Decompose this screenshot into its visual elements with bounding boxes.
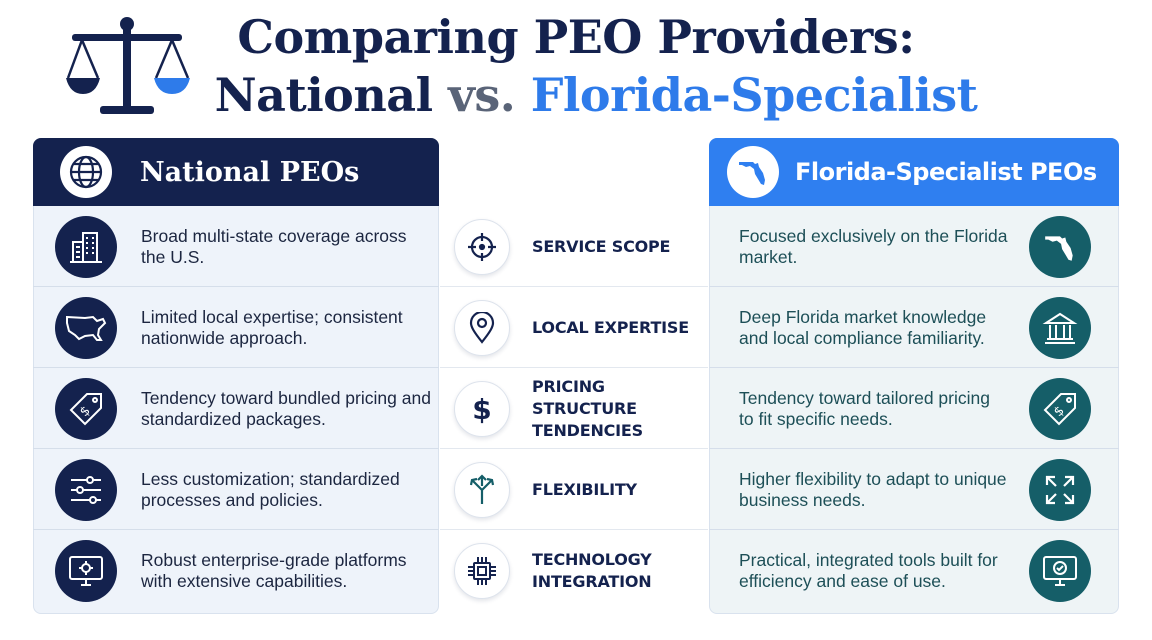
florida-header: Florida-Specialist PEOs	[709, 138, 1119, 206]
monitor-check-icon	[1029, 540, 1091, 602]
title-line-2: National vs. Florida-Specialist	[0, 66, 1152, 124]
florida-map-icon	[1029, 215, 1091, 278]
national-row: Robust enterprise-grade platforms with e…	[33, 531, 439, 611]
national-description: Less customization; standardized process…	[141, 468, 400, 510]
category-label: TECHNOLOGY INTEGRATION	[532, 550, 652, 591]
category-label: FLEXIBILITY	[532, 479, 637, 499]
national-row: $ Tendency toward bundled pricing and st…	[33, 369, 439, 449]
globe-icon	[60, 146, 112, 198]
government-building-icon	[1029, 296, 1091, 359]
national-description: Broad multi-state coverage across the U.…	[141, 225, 407, 267]
national-description: Robust enterprise-grade platforms with e…	[141, 550, 407, 591]
florida-description: Deep Florida market knowledge and local …	[739, 306, 987, 348]
expand-arrows-icon	[1029, 458, 1091, 521]
category-label: LOCAL EXPERTISE	[532, 317, 689, 337]
dollar-icon: $	[454, 380, 510, 437]
florida-description: Tendency toward tailored pricing to fit …	[739, 387, 990, 429]
split-arrows-icon	[454, 461, 510, 518]
svg-text:$: $	[472, 393, 491, 426]
title-florida: Florida-Specialist	[530, 68, 978, 122]
florida-description: Practical, integrated tools built for ef…	[739, 550, 998, 591]
title-vs: vs.	[448, 68, 516, 122]
price-tag-icon: $	[55, 377, 117, 440]
national-row: Less customization; standardized process…	[33, 450, 439, 530]
category-row: TECHNOLOGY INTEGRATION	[440, 531, 708, 611]
category-row: FLEXIBILITY	[440, 450, 708, 530]
florida-map-icon	[727, 146, 779, 198]
national-header-title: National PEOs	[140, 156, 360, 188]
price-tag-icon: $	[1029, 377, 1091, 440]
national-description: Tendency toward bundled pricing and stan…	[141, 387, 431, 429]
florida-description: Higher flexibility to adapt to unique bu…	[739, 468, 1007, 510]
title-national: National	[214, 68, 433, 122]
national-panel	[33, 138, 439, 614]
buildings-icon	[55, 215, 117, 278]
category-row: SERVICE SCOPE	[440, 207, 708, 287]
monitor-gear-icon	[55, 540, 117, 602]
florida-description: Focused exclusively on the Florida marke…	[739, 225, 1008, 267]
location-pin-icon	[454, 299, 510, 356]
national-header: National PEOs	[33, 138, 439, 206]
chip-icon	[454, 543, 510, 599]
category-label: SERVICE SCOPE	[532, 236, 671, 256]
category-row: LOCAL EXPERTISE	[440, 288, 708, 368]
national-row: Limited local expertise; consistent nati…	[33, 288, 439, 368]
national-description: Limited local expertise; consistent nati…	[141, 306, 403, 348]
category-label: PRICING STRUCTURE TENDENCIES	[532, 376, 643, 440]
balance-scale-icon	[66, 17, 190, 114]
florida-row: Higher flexibility to adapt to unique bu…	[709, 450, 1119, 530]
florida-row: Practical, integrated tools built for ef…	[709, 531, 1119, 611]
category-row: $ PRICING STRUCTURE TENDENCIES	[440, 369, 708, 449]
page-title: Comparing PEO Providers: National vs. Fl…	[0, 8, 1152, 124]
national-row: Broad multi-state coverage across the U.…	[33, 207, 439, 287]
crosshair-icon	[454, 218, 510, 275]
florida-row: Focused exclusively on the Florida marke…	[709, 207, 1119, 287]
florida-row: Tendency toward tailored pricing to fit …	[709, 369, 1119, 449]
florida-header-title: Florida-Specialist PEOs	[795, 158, 1097, 186]
title-line-1: Comparing PEO Providers:	[237, 10, 915, 64]
sliders-icon	[55, 458, 117, 521]
florida-row: Deep Florida market knowledge and local …	[709, 288, 1119, 368]
usa-map-icon	[55, 296, 117, 359]
